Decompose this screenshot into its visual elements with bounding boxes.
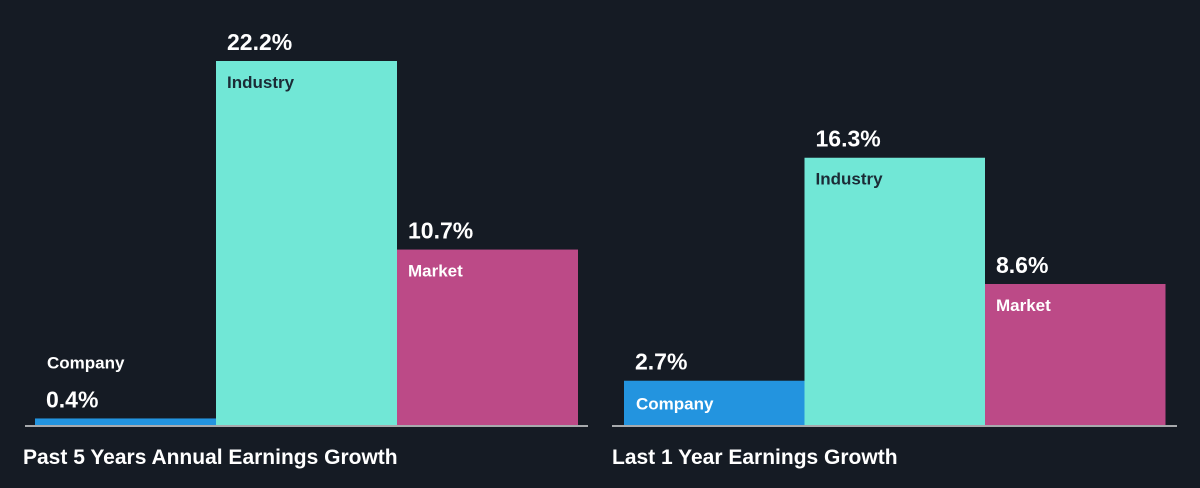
last-1-year-category-label-industry: Industry [816,170,884,189]
past-5-years-bar-market [397,249,578,425]
last-1-year-bar-industry [804,157,985,425]
past-5-years-category-label-company: Company [47,353,125,372]
last-1-year-category-label-company: Company [636,395,714,414]
past-5-years-bar-industry [216,61,397,425]
last-1-year-value-label-industry: 16.3% [816,126,881,152]
last-1-year-value-label-company: 2.7% [635,349,687,375]
past-5-years-value-label-market: 10.7% [408,218,473,244]
past-5-years-value-label-company: 0.4% [46,386,98,412]
last-1-year-bar-company [624,380,805,425]
past-5-years-value-label-industry: 22.2% [227,29,292,55]
past-5-years-chart-title: Past 5 Years Annual Earnings Growth [23,446,398,469]
past-5-years-category-label-industry: Industry [227,73,295,92]
last-1-year-category-label-market: Market [996,296,1051,315]
past-5-years-bar-company [35,418,216,425]
last-1-year-value-label-market: 8.6% [996,252,1048,278]
past-5-years-category-label-market: Market [408,262,463,281]
last-1-year-bar-market [985,283,1166,425]
last-1-year-chart-title: Last 1 Year Earnings Growth [612,446,898,469]
